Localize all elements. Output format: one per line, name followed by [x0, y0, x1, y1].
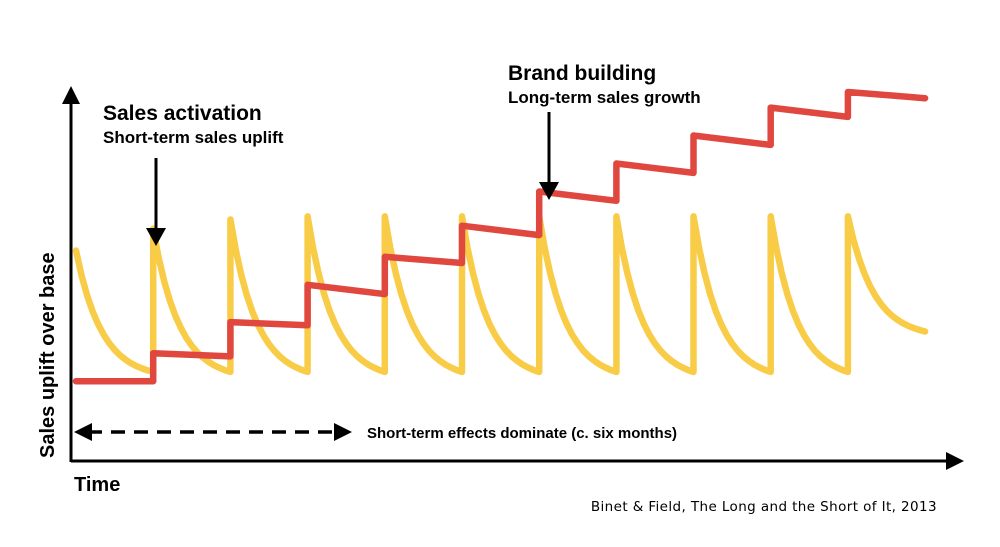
short-term-span-annotation: Short-term effects dominate (c. six mont… [74, 423, 677, 442]
x-axis-label: Time [74, 474, 120, 496]
sales-activation-line [72, 213, 929, 376]
short-term-note: Short-term effects dominate (c. six mont… [367, 425, 677, 442]
axes [62, 86, 964, 470]
brand-building-annotation: Brand building Long-term sales growth [508, 62, 701, 200]
series-layer [72, 88, 929, 385]
sales-activation-title: Sales activation [103, 102, 262, 125]
brand-building-subtitle: Long-term sales growth [508, 88, 701, 107]
brand-building-arrowhead-icon [539, 182, 559, 200]
brand-building-title: Brand building [508, 62, 656, 85]
source-citation: Binet & Field, The Long and the Short of… [591, 499, 937, 515]
sales-activation-annotation: Sales activation Short-term sales uplift [103, 102, 284, 246]
sales-activation-arrowhead-icon [146, 228, 166, 246]
brand-building-line [72, 88, 929, 385]
y-axis-arrowhead [62, 86, 80, 104]
sales-activation-subtitle: Short-term sales uplift [103, 128, 284, 147]
short-term-arrowhead-left-icon [74, 423, 92, 441]
x-axis-arrowhead [946, 452, 964, 470]
short-term-arrowhead-right-icon [334, 423, 352, 441]
y-axis-label: Sales uplift over base [37, 252, 59, 458]
